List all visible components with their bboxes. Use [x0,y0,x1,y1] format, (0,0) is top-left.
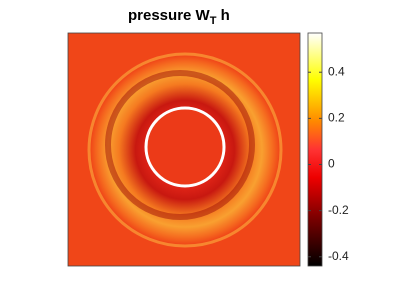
colorbar-tick-label: -0.4 [328,249,349,263]
colorbar [307,32,323,267]
ring [105,70,255,220]
colorbar-tick-label: -0.2 [328,203,349,217]
colorbar-tick-label: 0.4 [328,64,345,78]
title-text: pressure W [128,7,211,24]
ring [87,52,283,248]
title-suffix: h [216,7,229,24]
title-subscript: T [210,15,217,27]
region-circle [144,106,226,188]
title: pressure WT h [128,7,230,27]
image-frame [67,32,301,267]
colorbar-tick-label: 0 [328,157,335,171]
colorbar-tick-label: 0.2 [328,111,345,125]
